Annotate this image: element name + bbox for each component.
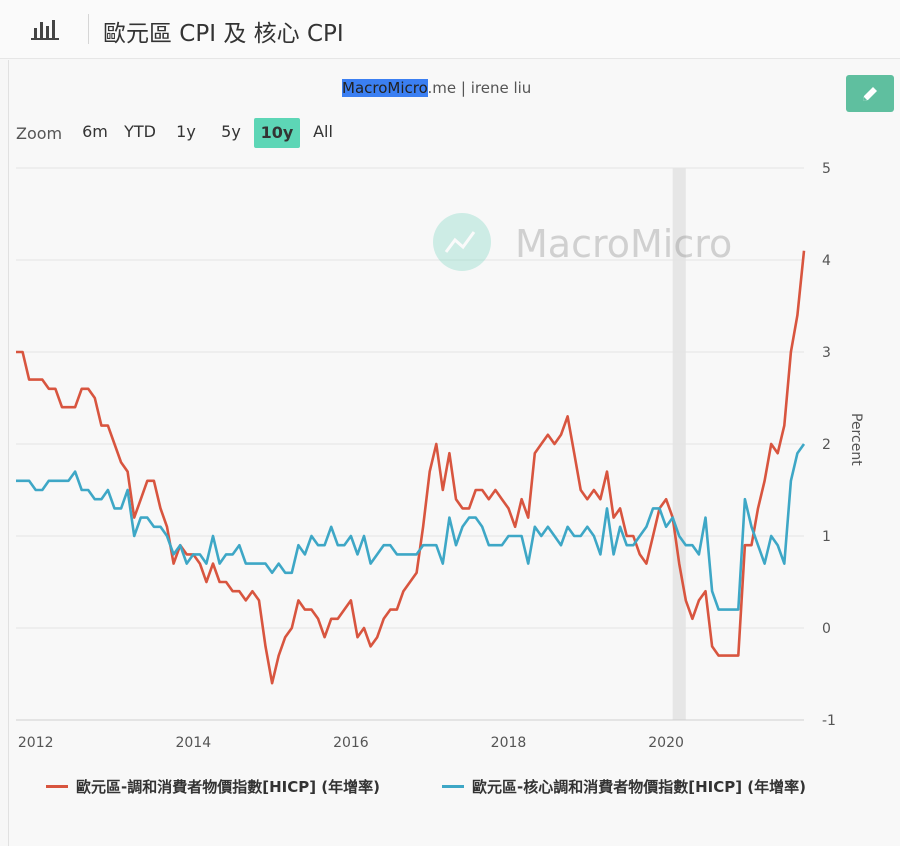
y-tick-label: 2 [822, 437, 831, 453]
header-divider [88, 14, 89, 44]
gridlines [16, 167, 804, 721]
page-title: 歐元區 CPI 及 核心 CPI [103, 21, 344, 47]
x-tick-label: 2018 [491, 735, 527, 751]
chart-panel [8, 60, 900, 846]
legend-item-headline[interactable]: 歐元區-調和消費者物價指數[HICP] (年增率) [46, 776, 380, 797]
legend-label-headline: 歐元區-調和消費者物價指數[HICP] (年增率) [76, 778, 381, 796]
legend: 歐元區-調和消費者物價指數[HICP] (年增率) 歐元區-核心調和消費者物價指… [40, 776, 880, 802]
series-line-core-hicp[interactable] [16, 443, 806, 611]
watermark: MacroMicro [433, 213, 732, 271]
x-tick-label: 2016 [333, 735, 369, 751]
macromicro-logo-icon [433, 213, 491, 271]
series-lines [16, 250, 806, 685]
x-tick-label: 2014 [175, 735, 211, 751]
x-axis-ticks: 2012 2014 2016 2018 2020 [18, 735, 684, 751]
credit-rest: .me | irene liu [427, 79, 532, 97]
watermark-text: MacroMicro [515, 222, 732, 266]
y-tick-label: 4 [822, 253, 831, 269]
y-axis-label: Percent [848, 413, 864, 466]
pencil-icon [863, 86, 877, 101]
x-tick-label: 2012 [18, 735, 54, 751]
y-tick-label: 0 [822, 621, 831, 637]
zoom-1y-button[interactable]: 1y [176, 122, 196, 141]
zoom-all-button[interactable]: All [313, 122, 333, 141]
legend-swatch-headline [46, 785, 68, 788]
legend-swatch-core [442, 785, 464, 788]
x-tick-label: 2020 [648, 735, 684, 751]
edit-button[interactable] [846, 75, 894, 112]
y-tick-label: 3 [822, 345, 831, 361]
bar-chart-icon[interactable] [30, 18, 60, 40]
y-axis-ticks: -1 0 1 2 3 4 5 [822, 161, 836, 729]
zoom-label: Zoom [16, 124, 63, 143]
y-tick-label: -1 [822, 713, 836, 729]
legend-item-core[interactable]: 歐元區-核心調和消費者物價指數[HICP] (年增率) [442, 776, 806, 797]
zoom-ytd-button[interactable]: YTD [124, 122, 156, 141]
legend-label-core: 歐元區-核心調和消費者物價指數[HICP] (年增率) [472, 778, 807, 796]
credit-highlight: MacroMicro [342, 79, 428, 97]
y-tick-label: 1 [822, 529, 831, 545]
zoom-10y-button[interactable]: 10y [254, 118, 300, 148]
header-bar: 歐元區 CPI 及 核心 CPI [0, 0, 900, 59]
zoom-5y-button[interactable]: 5y [221, 122, 241, 141]
y-tick-label: 5 [822, 161, 831, 177]
zoom-6m-button[interactable]: 6m [82, 122, 108, 141]
chart-credit: MacroMicro.me | irene liu [342, 79, 531, 97]
